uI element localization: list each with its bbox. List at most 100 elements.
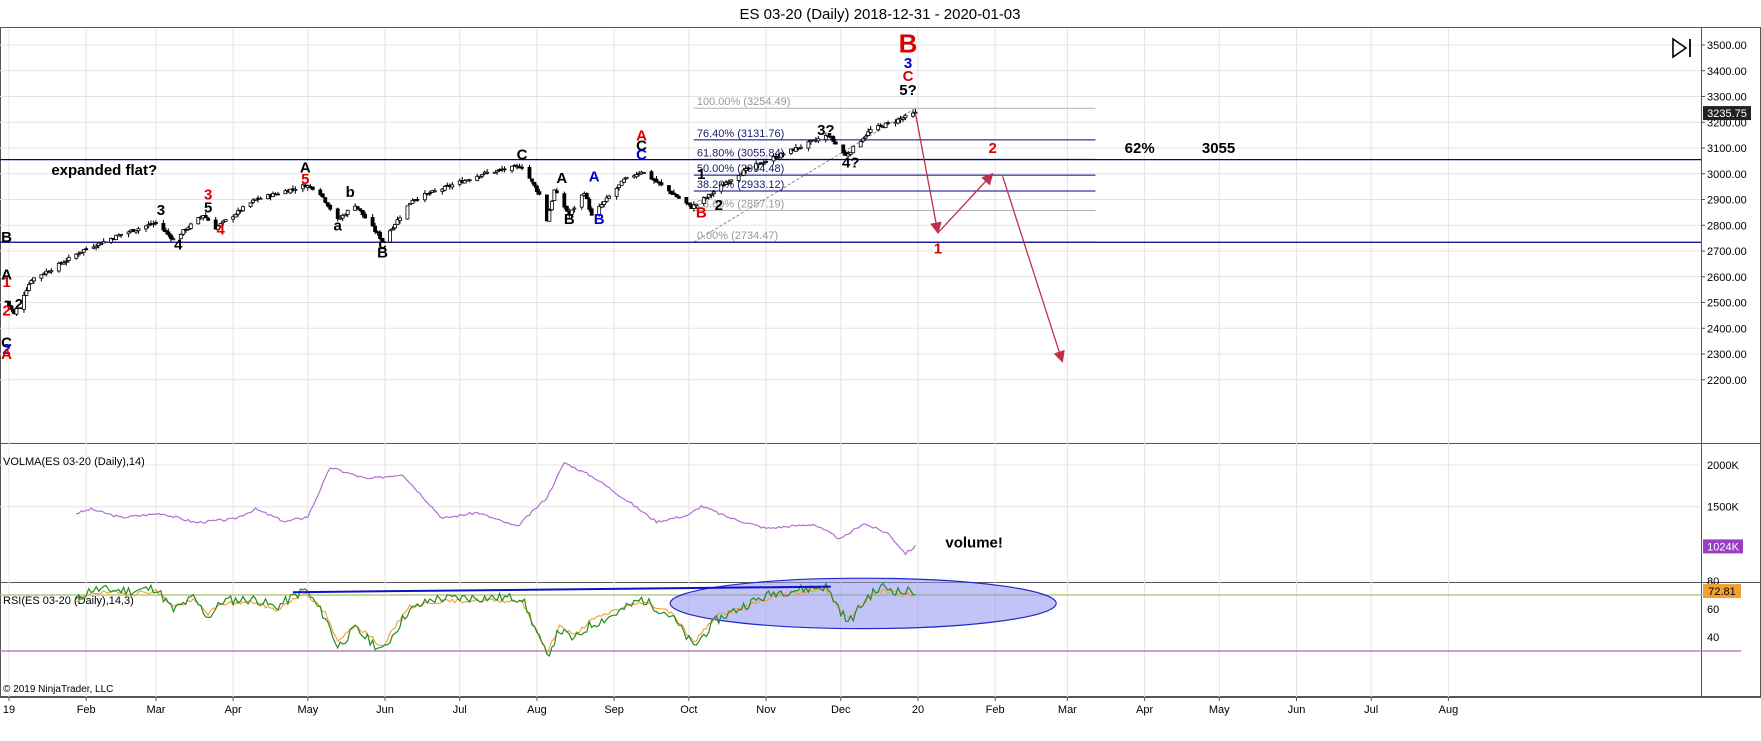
candle-body [799, 146, 803, 149]
candle-body [343, 214, 348, 217]
candle-body [378, 231, 382, 240]
time-tick-label: Aug [527, 704, 547, 716]
price-tick-label: 2300.00 [1707, 349, 1747, 361]
candle-body [323, 197, 328, 203]
candle-body [196, 217, 201, 225]
wave-label: A [1, 266, 12, 283]
candle-body [502, 168, 507, 171]
candle-body [318, 189, 323, 196]
candle-body [151, 223, 156, 225]
fib-level-label: 38.20% (2933.12) [697, 179, 784, 191]
candle-body [236, 209, 241, 215]
candle-body [694, 203, 699, 207]
candle-body [911, 112, 915, 117]
price-tick-label: 2700.00 [1707, 246, 1747, 258]
wave-label: C [636, 138, 647, 155]
candlestick-series [4, 108, 918, 316]
candle-body [136, 228, 141, 232]
candle-body [467, 179, 472, 182]
rsi-trendline [292, 585, 831, 594]
candle-body [338, 217, 343, 220]
candle-body [674, 194, 679, 198]
candle-body [218, 223, 223, 227]
candle-body [288, 188, 293, 194]
projection-arrow [1002, 176, 1065, 363]
candle-body [876, 125, 881, 131]
candle-body [676, 195, 681, 199]
candle-body [168, 234, 173, 240]
candle-body [614, 188, 619, 197]
candle-body [241, 206, 245, 212]
candle-body [213, 219, 218, 230]
annotation-text: expanded flat? [51, 162, 157, 179]
candle-body [789, 148, 793, 154]
price-tick-label: 2200.00 [1707, 375, 1747, 387]
candle-body [622, 178, 627, 183]
candle-body [709, 193, 714, 196]
candle-body [221, 220, 226, 223]
wave-label: 3 [157, 202, 165, 219]
wave-label: 2 [2, 302, 10, 319]
candle-body [223, 219, 228, 222]
candle-body [495, 169, 500, 173]
wave-label: 3? [817, 122, 835, 139]
candle-body [405, 205, 410, 220]
price-tick-label: 2900.00 [1707, 195, 1747, 207]
wave-label: C [903, 68, 914, 85]
wave-label: A [1, 346, 12, 363]
candle-body [584, 192, 589, 200]
candle-body [878, 124, 883, 127]
candle-body [535, 185, 539, 193]
candle-body [903, 114, 908, 119]
wave-label: B [377, 244, 388, 261]
time-tick-label: Jul [453, 704, 467, 716]
candle-body [393, 224, 397, 229]
candle-body [537, 191, 542, 195]
time-tick-label: Feb [77, 704, 96, 716]
candle-body [744, 168, 749, 171]
wave-label: B [1, 229, 12, 246]
candle-body [764, 161, 768, 163]
candle-body [589, 208, 594, 216]
wave-label: 5 [301, 171, 309, 188]
candle-body [146, 224, 151, 227]
candle-body [826, 135, 831, 137]
candle-body [293, 188, 298, 191]
candle-body [736, 175, 741, 181]
wave-label: 3 [904, 55, 912, 72]
fib-level-label: 0.00% (2734.47) [697, 230, 778, 242]
candle-body [328, 204, 333, 210]
wave-label: 2 [715, 197, 723, 214]
candle-body [94, 245, 99, 249]
projection-arrows: 12 [914, 113, 1065, 363]
price-tick-label: 2400.00 [1707, 323, 1747, 335]
candle-body [562, 193, 567, 208]
wave-label: B [594, 211, 605, 228]
wave-label: 5 [204, 199, 212, 216]
time-tick-label: Mar [1058, 704, 1077, 716]
candle-body [833, 141, 838, 145]
volma-axis: 2000K 1500K [1707, 460, 1739, 514]
time-tick-label: Dec [831, 704, 851, 716]
collapse-panel-icon[interactable] [1672, 37, 1691, 59]
fib-level-label: 50.00% (2994.48) [697, 163, 784, 175]
candle-body [823, 134, 828, 140]
candle-body [485, 171, 490, 174]
candle-body [166, 231, 171, 236]
price-tick-label: 2800.00 [1707, 220, 1747, 232]
annotations: expanded flat? 62% 3055 [51, 140, 1235, 179]
candle-body [896, 118, 900, 124]
candle-body [599, 204, 604, 208]
time-tick-label: Oct [680, 704, 697, 716]
candle-body [49, 270, 54, 273]
volma-tick-label: 1500K [1707, 502, 1739, 514]
candle-body [358, 208, 363, 211]
candle-body [395, 219, 400, 226]
price-tick-label: 3200.00 [1707, 117, 1747, 129]
candle-body [587, 198, 592, 210]
volma-tick-label: 2000K [1707, 460, 1739, 472]
candle-body [781, 153, 786, 156]
candle-body [345, 209, 350, 215]
candle-body [56, 262, 61, 272]
